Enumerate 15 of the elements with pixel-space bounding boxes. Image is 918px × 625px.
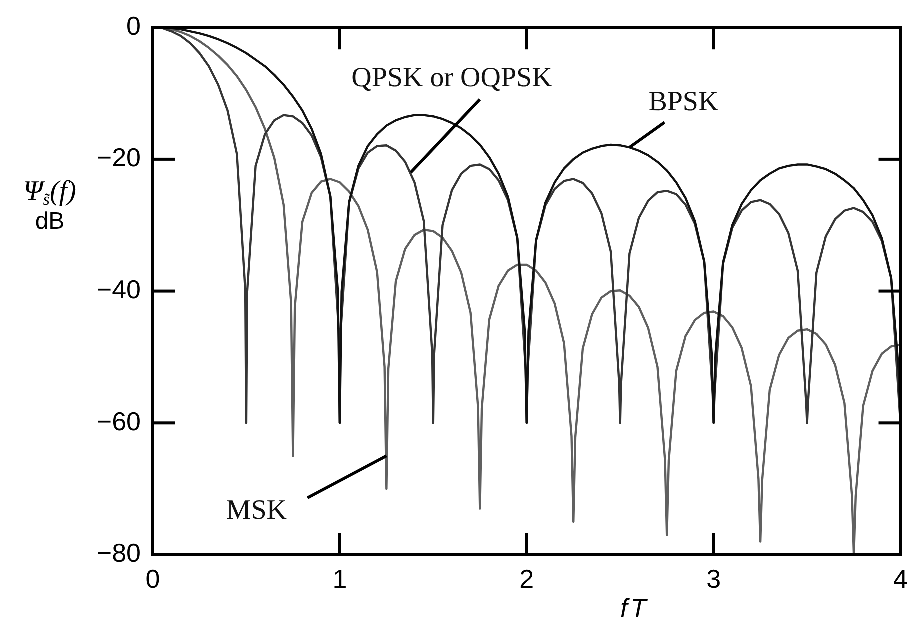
y-tick-label: −40	[96, 274, 141, 304]
x-axis-title: fT	[619, 593, 651, 623]
x-tick-label: 4	[894, 564, 908, 594]
x-tick-label: 3	[706, 564, 722, 594]
annotation: QPSK or OQPSK	[352, 62, 552, 94]
x-tick-label: 1	[332, 564, 348, 594]
y-axis-title: Ψ$_{s̃}$(f) dB	[22, 176, 78, 236]
x-tick-label: 2	[520, 564, 534, 594]
y-tick-label: −20	[96, 142, 141, 173]
x-tick-label: 0	[146, 564, 160, 594]
y-tick-label: −80	[96, 538, 141, 568]
annotation: MSK	[226, 495, 288, 526]
y-tick-label: −60	[96, 406, 141, 436]
annotation: BPSK	[648, 86, 719, 118]
y-tick-label: 0	[126, 10, 141, 41]
